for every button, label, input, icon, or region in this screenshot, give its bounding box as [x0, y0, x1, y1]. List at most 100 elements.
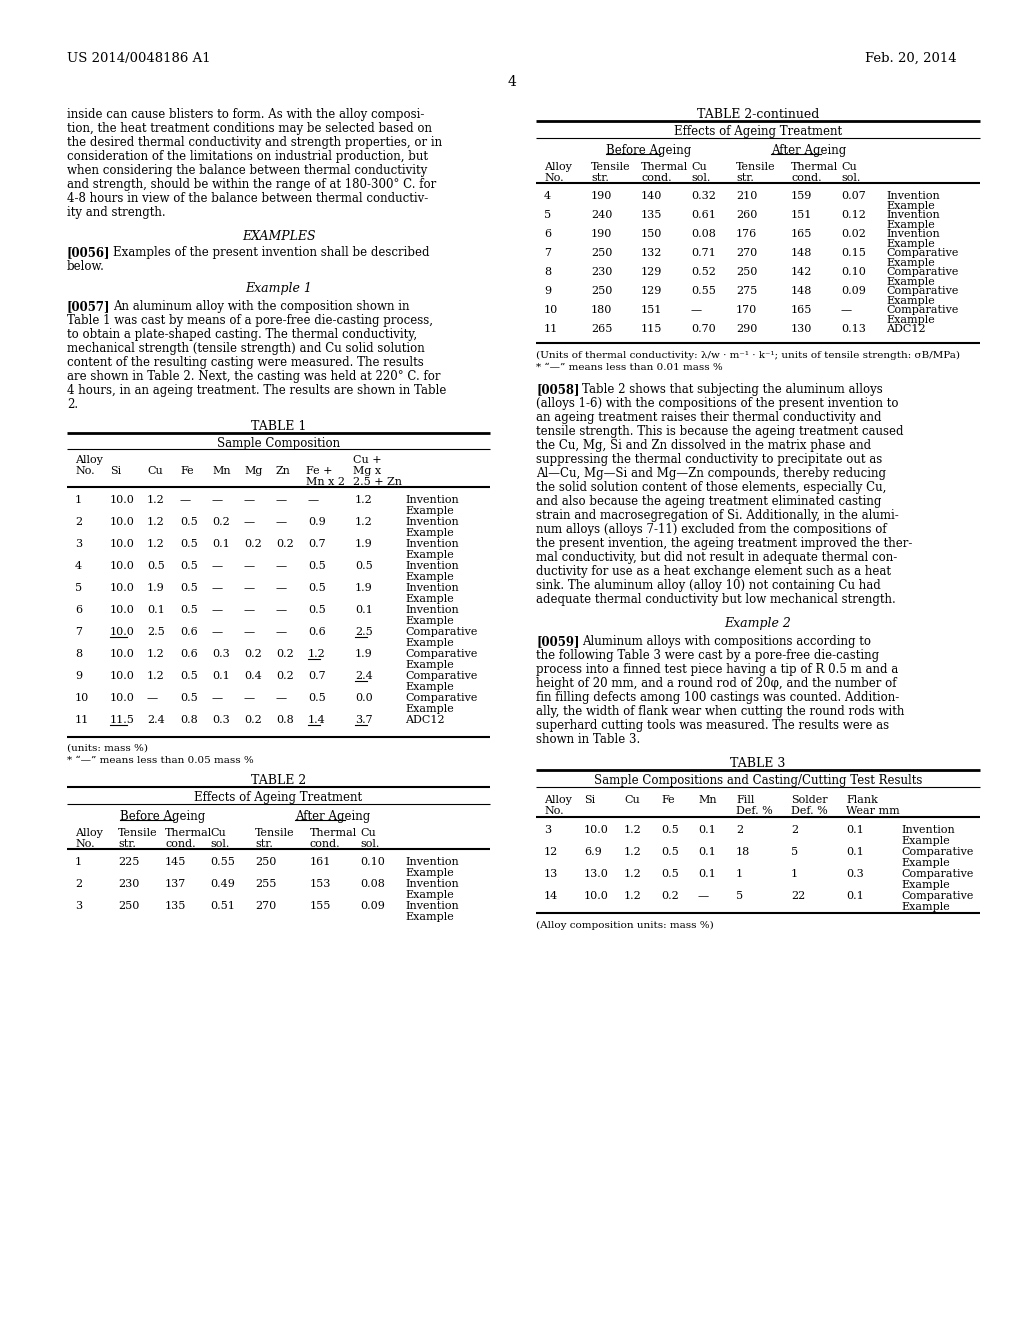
Text: 1.2: 1.2: [624, 825, 642, 836]
Text: 0.10: 0.10: [360, 857, 385, 867]
Text: Example: Example: [886, 315, 935, 325]
Text: Example 1: Example 1: [245, 282, 312, 294]
Text: 6: 6: [544, 228, 551, 239]
Text: 14: 14: [544, 891, 558, 902]
Text: Tensile: Tensile: [736, 162, 775, 172]
Text: 13.0: 13.0: [584, 869, 609, 879]
Text: height of 20 mm, and a round rod of 20φ, and the number of: height of 20 mm, and a round rod of 20φ,…: [536, 677, 896, 690]
Text: 7: 7: [544, 248, 551, 257]
Text: 176: 176: [736, 228, 758, 239]
Text: Example: Example: [901, 880, 949, 890]
Text: Invention: Invention: [406, 495, 459, 506]
Text: Example: Example: [406, 550, 454, 560]
Text: Before Ageing: Before Ageing: [120, 810, 205, 822]
Text: inside can cause blisters to form. As with the alloy composi-: inside can cause blisters to form. As wi…: [67, 108, 424, 121]
Text: 0.5: 0.5: [180, 671, 198, 681]
Text: 0.5: 0.5: [662, 847, 679, 857]
Text: 0.13: 0.13: [841, 323, 866, 334]
Text: 0.1: 0.1: [212, 539, 229, 549]
Text: 4: 4: [75, 561, 82, 572]
Text: Cu: Cu: [360, 828, 376, 838]
Text: —: —: [276, 517, 287, 527]
Text: fin filling defects among 100 castings was counted. Addition-: fin filling defects among 100 castings w…: [536, 690, 899, 704]
Text: —: —: [212, 693, 223, 704]
Text: 115: 115: [641, 323, 663, 334]
Text: 0.2: 0.2: [244, 539, 262, 549]
Text: 0.02: 0.02: [841, 228, 866, 239]
Text: Example: Example: [406, 704, 454, 714]
Text: 130: 130: [791, 323, 812, 334]
Text: —: —: [276, 561, 287, 572]
Text: Zn: Zn: [276, 466, 291, 477]
Text: 0.55: 0.55: [691, 286, 716, 296]
Text: 0.3: 0.3: [212, 649, 229, 659]
Text: are shown in Table 2. Next, the casting was held at 220° C. for: are shown in Table 2. Next, the casting …: [67, 370, 440, 383]
Text: 0.3: 0.3: [212, 715, 229, 725]
Text: Thermal: Thermal: [641, 162, 688, 172]
Text: 0.5: 0.5: [180, 539, 198, 549]
Text: ally, the width of flank wear when cutting the round rods with: ally, the width of flank wear when cutti…: [536, 705, 904, 718]
Text: 9: 9: [544, 286, 551, 296]
Text: After Ageing: After Ageing: [771, 144, 846, 157]
Text: 250: 250: [255, 857, 276, 867]
Text: Example: Example: [886, 201, 935, 211]
Text: 0.5: 0.5: [308, 693, 326, 704]
Text: 165: 165: [791, 305, 812, 315]
Text: TABLE 2-continued: TABLE 2-continued: [696, 108, 819, 121]
Text: process into a finned test piece having a tip of R 0.5 m and a: process into a finned test piece having …: [536, 663, 898, 676]
Text: 0.2: 0.2: [276, 649, 294, 659]
Text: 0.3: 0.3: [846, 869, 864, 879]
Text: 0.1: 0.1: [698, 869, 716, 879]
Text: str.: str.: [255, 840, 272, 849]
Text: 0.1: 0.1: [698, 847, 716, 857]
Text: 142: 142: [791, 267, 812, 277]
Text: 210: 210: [736, 191, 758, 201]
Text: Fill: Fill: [736, 795, 755, 805]
Text: Alloy: Alloy: [544, 795, 571, 805]
Text: Si: Si: [584, 795, 595, 805]
Text: 0.5: 0.5: [180, 693, 198, 704]
Text: [0057]: [0057]: [67, 300, 111, 313]
Text: Def. %: Def. %: [791, 807, 827, 816]
Text: 2: 2: [736, 825, 743, 836]
Text: Example: Example: [886, 257, 935, 268]
Text: 11: 11: [544, 323, 558, 334]
Text: Sample Compositions and Casting/Cutting Test Results: Sample Compositions and Casting/Cutting …: [594, 774, 923, 787]
Text: No.: No.: [544, 807, 563, 816]
Text: 10: 10: [75, 693, 89, 704]
Text: 145: 145: [165, 857, 186, 867]
Text: shown in Table 3.: shown in Table 3.: [536, 733, 640, 746]
Text: Invention: Invention: [406, 583, 459, 593]
Text: Feb. 20, 2014: Feb. 20, 2014: [865, 51, 957, 65]
Text: the following Table 3 were cast by a pore-free die-casting: the following Table 3 were cast by a por…: [536, 649, 880, 663]
Text: —: —: [244, 693, 255, 704]
Text: 0.1: 0.1: [846, 825, 864, 836]
Text: the Cu, Mg, Si and Zn dissolved in the matrix phase and: the Cu, Mg, Si and Zn dissolved in the m…: [536, 440, 871, 451]
Text: Example: Example: [886, 220, 935, 230]
Text: ity and strength.: ity and strength.: [67, 206, 166, 219]
Text: 0.09: 0.09: [360, 902, 385, 911]
Text: Tensile: Tensile: [255, 828, 295, 838]
Text: 3.7: 3.7: [355, 715, 373, 725]
Text: Example: Example: [406, 616, 454, 626]
Text: 0.6: 0.6: [180, 649, 198, 659]
Text: Example: Example: [901, 902, 949, 912]
Text: Invention: Invention: [901, 825, 954, 836]
Text: ADC12: ADC12: [406, 715, 444, 725]
Text: * “—” means less than 0.05 mass %: * “—” means less than 0.05 mass %: [67, 756, 254, 766]
Text: Example: Example: [406, 682, 454, 692]
Text: Cu +: Cu +: [353, 455, 382, 465]
Text: 0.15: 0.15: [841, 248, 866, 257]
Text: and strength, should be within the range of at 180-300° C. for: and strength, should be within the range…: [67, 178, 436, 191]
Text: Comparative: Comparative: [406, 649, 477, 659]
Text: 10.0: 10.0: [110, 539, 135, 549]
Text: Comparative: Comparative: [901, 869, 974, 879]
Text: 0.1: 0.1: [846, 891, 864, 902]
Text: Tensile: Tensile: [118, 828, 158, 838]
Text: 10.0: 10.0: [110, 693, 135, 704]
Text: (alloys 1-6) with the compositions of the present invention to: (alloys 1-6) with the compositions of th…: [536, 397, 898, 411]
Text: Table 1 was cast by means of a pore-free die-casting process,: Table 1 was cast by means of a pore-free…: [67, 314, 433, 327]
Text: Comparative: Comparative: [886, 305, 958, 315]
Text: Comparative: Comparative: [901, 847, 974, 857]
Text: 132: 132: [641, 248, 663, 257]
